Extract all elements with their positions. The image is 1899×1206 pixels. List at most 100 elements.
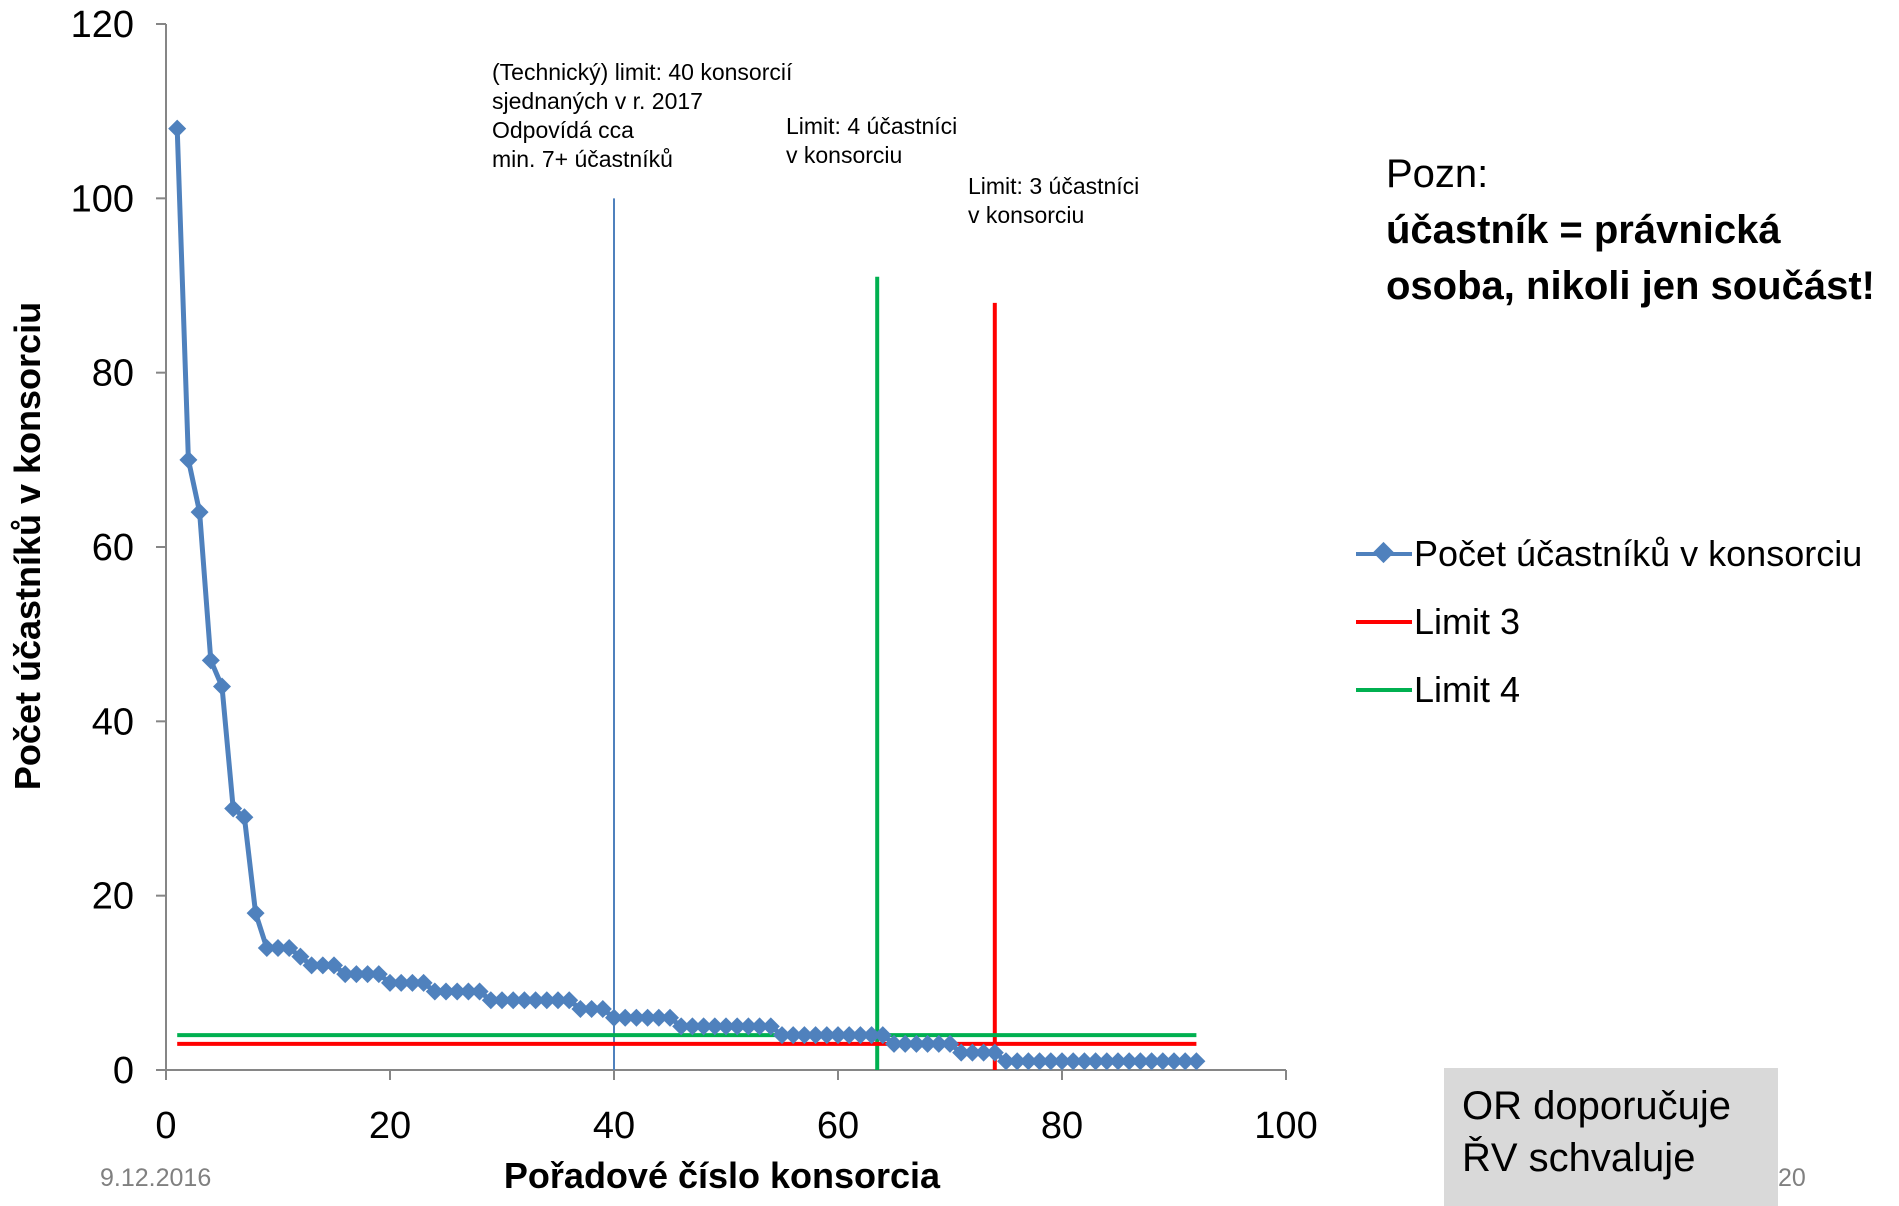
legend-swatch-green bbox=[1356, 688, 1412, 692]
data-point bbox=[885, 1034, 903, 1053]
data-point bbox=[369, 965, 388, 984]
data-point bbox=[605, 1008, 623, 1027]
note: Pozn: účastník = právnická osoba, nikoli… bbox=[1386, 146, 1875, 314]
data-point bbox=[649, 1008, 668, 1027]
x-tick-label: 20 bbox=[369, 1105, 411, 1147]
data-point bbox=[381, 973, 399, 992]
data-point bbox=[358, 965, 377, 984]
data-point bbox=[1176, 1052, 1195, 1071]
data-point bbox=[470, 982, 489, 1001]
data-point bbox=[728, 1017, 747, 1036]
data-point bbox=[593, 999, 612, 1018]
series-layer bbox=[168, 119, 1206, 1071]
data-point bbox=[918, 1034, 937, 1053]
x-tick-label: 100 bbox=[1254, 1105, 1317, 1147]
data-point bbox=[1142, 1052, 1161, 1071]
legend: Počet účastníků v konsorciu Limit 3 Limi… bbox=[1356, 520, 1862, 724]
data-point bbox=[325, 956, 343, 975]
data-point bbox=[201, 651, 220, 670]
data-point bbox=[761, 1017, 780, 1036]
data-point bbox=[1131, 1052, 1150, 1071]
data-point bbox=[179, 450, 198, 469]
y-tick-label: 40 bbox=[92, 701, 134, 743]
data-point bbox=[873, 1026, 892, 1045]
data-point bbox=[1165, 1052, 1183, 1071]
data-point bbox=[1053, 1052, 1071, 1071]
data-point bbox=[616, 1008, 635, 1027]
data-point bbox=[425, 982, 444, 1001]
diamond-marker-icon bbox=[1372, 541, 1395, 564]
data-point bbox=[941, 1034, 959, 1053]
data-point bbox=[1030, 1052, 1049, 1071]
data-point bbox=[1120, 1052, 1139, 1071]
data-point bbox=[929, 1034, 948, 1053]
data-point bbox=[269, 938, 287, 957]
legend-item-limit-3: Limit 3 bbox=[1356, 588, 1862, 656]
note-heading: Pozn: bbox=[1386, 152, 1489, 196]
data-point bbox=[1097, 1052, 1116, 1071]
data-point bbox=[459, 982, 478, 1001]
legend-swatch-red bbox=[1356, 620, 1412, 624]
data-point bbox=[392, 973, 411, 992]
page-number: 20 bbox=[1778, 1164, 1806, 1192]
series-line-participants bbox=[174, 128, 1197, 1064]
data-point bbox=[1008, 1052, 1027, 1071]
data-point bbox=[403, 973, 422, 992]
data-point bbox=[974, 1043, 993, 1062]
data-point bbox=[291, 947, 310, 966]
data-point bbox=[829, 1026, 847, 1045]
data-point bbox=[840, 1026, 859, 1045]
data-point bbox=[549, 991, 567, 1010]
data-point bbox=[515, 991, 534, 1010]
axes bbox=[156, 23, 1287, 1080]
data-point bbox=[224, 799, 243, 818]
data-point bbox=[493, 991, 511, 1010]
y-tick-label: 100 bbox=[71, 178, 134, 220]
data-point bbox=[997, 1052, 1015, 1071]
y-tick-label: 60 bbox=[92, 527, 134, 569]
tick-labels: 0 20 40 60 80 100 120 0 20 40 60 80 100 bbox=[71, 4, 1318, 1147]
data-point bbox=[851, 1026, 870, 1045]
x-axis-title: Pořadové číslo konsorcia bbox=[504, 1155, 941, 1196]
data-point bbox=[1153, 1052, 1172, 1071]
data-point bbox=[190, 503, 209, 522]
data-point bbox=[817, 1026, 836, 1045]
data-point bbox=[302, 956, 321, 975]
data-point bbox=[907, 1034, 926, 1053]
annotation-technical-limit: (Technický) limit: 40 konsorcií sjednaný… bbox=[492, 59, 793, 172]
legend-label: Limit 4 bbox=[1414, 669, 1521, 710]
y-tick-label: 80 bbox=[92, 353, 134, 395]
data-point bbox=[705, 1017, 724, 1036]
data-point bbox=[313, 956, 332, 975]
x-tick-label: 60 bbox=[817, 1105, 859, 1147]
data-point bbox=[1019, 1052, 1038, 1071]
data-point bbox=[985, 1043, 1004, 1062]
data-point bbox=[694, 1017, 713, 1036]
data-point bbox=[481, 991, 500, 1010]
reference-lines bbox=[613, 198, 997, 1070]
data-point bbox=[336, 965, 355, 984]
data-point bbox=[280, 938, 299, 957]
data-point bbox=[168, 119, 187, 138]
data-point bbox=[414, 973, 433, 992]
data-point bbox=[952, 1043, 971, 1062]
data-point bbox=[963, 1043, 982, 1062]
data-point bbox=[437, 982, 455, 1001]
data-point bbox=[627, 1008, 646, 1027]
data-point bbox=[347, 965, 366, 984]
note-body: účastník = právnická osoba, nikoli jen s… bbox=[1386, 208, 1875, 308]
data-point bbox=[1109, 1052, 1127, 1071]
data-point bbox=[235, 808, 254, 827]
legend-item-participants: Počet účastníků v konsorciu bbox=[1356, 520, 1862, 588]
x-tick-label: 80 bbox=[1041, 1105, 1083, 1147]
data-point bbox=[448, 982, 467, 1001]
legend-label: Limit 3 bbox=[1414, 601, 1521, 642]
data-point bbox=[739, 1017, 758, 1036]
annotation-limit-4: Limit: 4 účastníci v konsorciu bbox=[786, 113, 958, 168]
data-point bbox=[1086, 1052, 1105, 1071]
x-tick-label: 40 bbox=[593, 1105, 635, 1147]
data-point bbox=[795, 1026, 814, 1045]
legend-item-limit-4: Limit 4 bbox=[1356, 656, 1862, 724]
data-point bbox=[784, 1026, 803, 1045]
